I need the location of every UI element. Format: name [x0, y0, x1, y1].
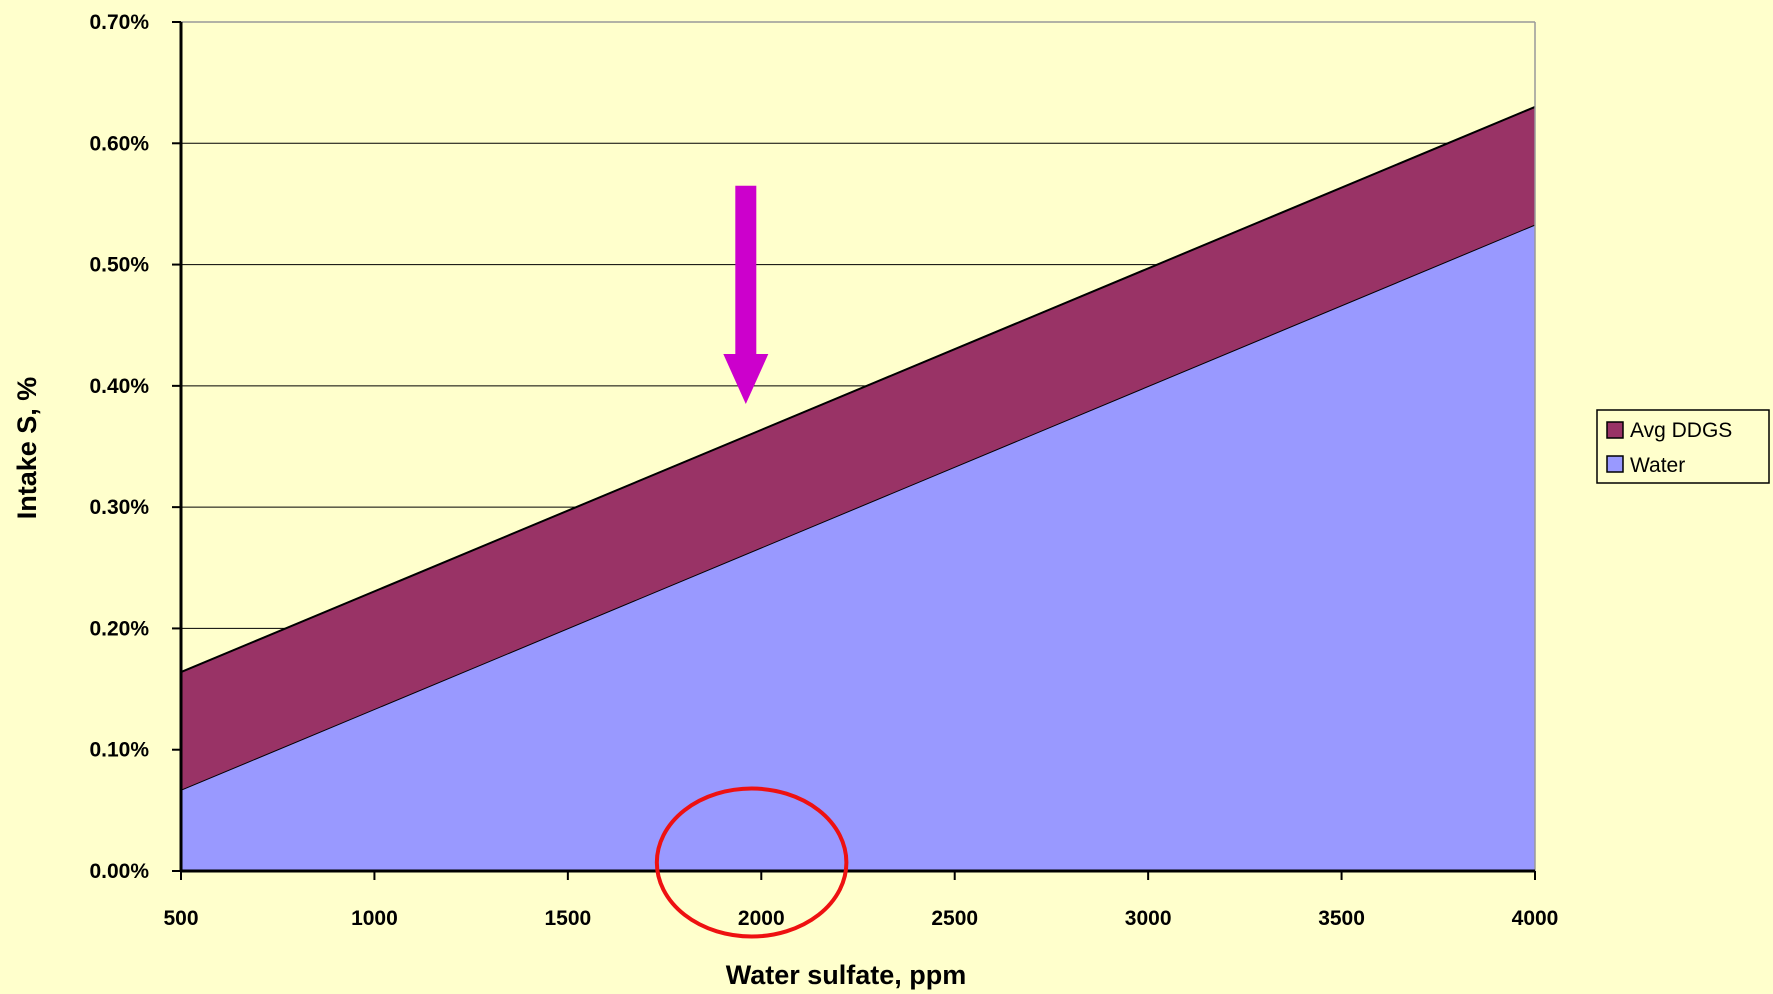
y-tick-label: 0.30% — [89, 496, 149, 519]
y-tick-label: 0.10% — [89, 739, 149, 762]
legend-swatch-water — [1606, 455, 1624, 473]
x-tick-label: 4000 — [1512, 907, 1559, 930]
x-tick-label: 3000 — [1125, 907, 1172, 930]
y-axis-title: Intake S, % — [12, 377, 42, 520]
legend-label-avg-ddgs: Avg DDGS — [1630, 419, 1732, 442]
x-tick-label: 1000 — [351, 907, 398, 930]
series-line-avg-ddgs — [180, 105, 1536, 674]
legend-label-water: Water — [1630, 454, 1685, 477]
arrow-shaft — [735, 185, 757, 355]
legend: Avg DDGS Water — [1596, 409, 1770, 484]
x-tick-label: 500 — [163, 907, 198, 930]
series-line-water — [180, 223, 1536, 791]
x-tick-label: 1500 — [544, 907, 591, 930]
area-water — [181, 224, 1535, 872]
y-tick-label: 0.40% — [89, 375, 149, 398]
y-tick-labels: 0.00% 0.10% 0.20% 0.30% 0.40% 0.50% 0.60% 0.70% — [89, 11, 149, 883]
axes — [172, 21, 1536, 880]
y-tick-label: 0.50% — [89, 254, 149, 277]
legend-box — [1596, 409, 1770, 484]
legend-swatch-avg-ddgs — [1606, 421, 1624, 439]
annotations — [654, 185, 849, 939]
x-tick-labels: 500 1000 1500 2000 2500 3000 3500 4000 — [163, 907, 1558, 930]
area-avg-ddgs — [181, 106, 1535, 790]
y-tick-label: 0.00% — [89, 860, 149, 883]
x-tick-label: 2000 — [738, 907, 785, 930]
x-axis-title: Water sulfate, ppm — [726, 960, 967, 990]
x-tick-label: 3500 — [1318, 907, 1365, 930]
y-tick-label: 0.20% — [89, 617, 149, 640]
y-tick-label: 0.60% — [89, 132, 149, 155]
magenta-down-arrow — [723, 185, 769, 405]
x-tick-label: 2500 — [931, 907, 978, 930]
arrow-head — [723, 354, 769, 405]
series-areas — [180, 105, 1536, 872]
plot-frame — [181, 21, 1536, 871]
y-tick-label: 0.70% — [89, 11, 149, 34]
red-highlight-ellipse — [654, 786, 849, 939]
